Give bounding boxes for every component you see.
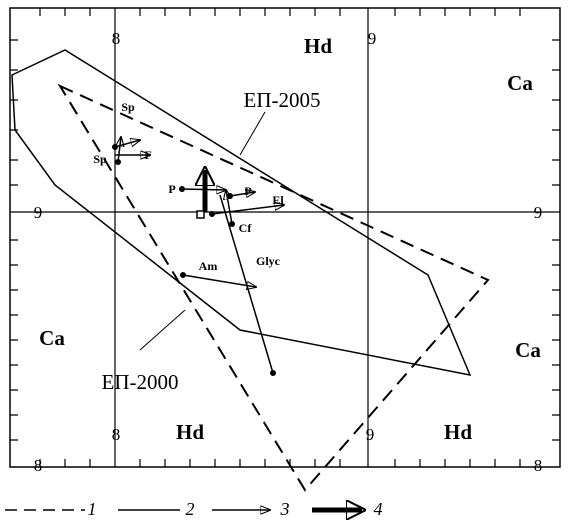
axis-label: 9 [534, 203, 543, 222]
region-label: Hd [176, 420, 204, 444]
axis-label: 8 [112, 29, 121, 48]
region-label: Ca [507, 71, 533, 95]
point-label: Am [199, 259, 218, 273]
point-label: F [144, 148, 151, 162]
frame [9, 7, 561, 468]
axis-label: 9 [34, 203, 43, 222]
leader [139, 309, 186, 351]
axis-label: 8 [34, 456, 43, 475]
axis-label: 8 [534, 456, 543, 475]
legend-label: 3 [280, 499, 290, 519]
polygon-label: ЕП-2000 [102, 370, 179, 394]
region-label: Hd [444, 420, 472, 444]
point-label: Sp [121, 100, 135, 114]
point-label: P [168, 182, 175, 196]
point-label: P [244, 184, 251, 198]
polygon-label: ЕП-2005 [244, 88, 321, 112]
polygon-2000 [57, 83, 490, 492]
axis-label: 9 [368, 29, 377, 48]
region-label: Hd [304, 34, 332, 58]
point-label: Cf [239, 221, 253, 235]
axis-label: 8 [112, 425, 121, 444]
point-label: Glyc [256, 254, 281, 268]
leader [239, 111, 266, 156]
point-label: El [272, 193, 284, 207]
legend-label: 1 [88, 499, 97, 519]
legend-label: 4 [374, 499, 383, 519]
legend-label: 2 [186, 499, 195, 519]
region-label: Ca [515, 338, 541, 362]
polygon-2005 [11, 49, 472, 377]
axis-label: 9 [366, 425, 375, 444]
point-label: Sp [93, 152, 107, 166]
region-label: Ca [39, 326, 65, 350]
vectors [112, 137, 284, 376]
